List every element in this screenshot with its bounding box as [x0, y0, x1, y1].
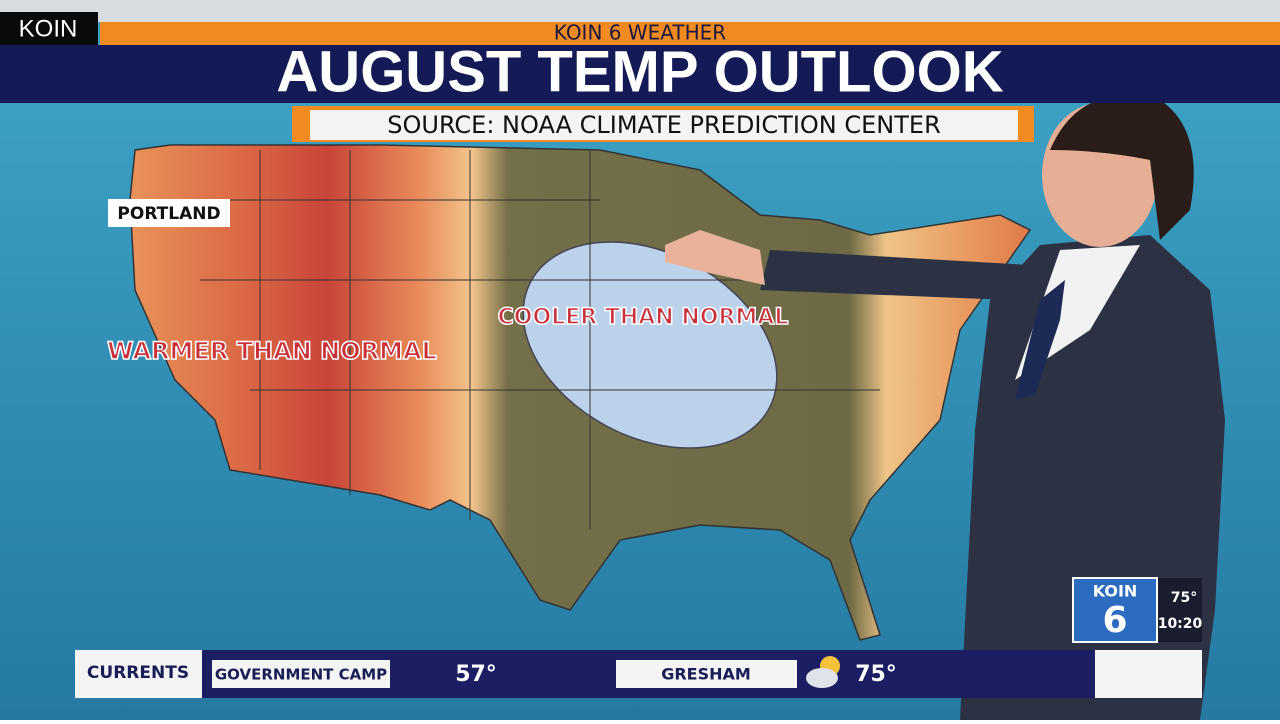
- temp: 75°: [855, 662, 897, 687]
- kicker: KOIN 6 WEATHER: [554, 21, 726, 45]
- logo-time: 10:20: [1158, 616, 1203, 632]
- logo-side: [1157, 578, 1202, 642]
- place: GOVERNMENT CAMP: [215, 666, 387, 684]
- bug-box: [0, 12, 98, 46]
- place-box: [212, 660, 390, 688]
- ticker-label: CURRENTS: [87, 663, 189, 683]
- logo-name: KOIN: [1093, 582, 1138, 601]
- cooler-label: COOLER THAN NORMAL: [498, 305, 789, 330]
- warmer-label: WARMER THAN NORMAL: [107, 337, 437, 365]
- bug: KOIN: [19, 15, 78, 42]
- kicker-bar: [100, 22, 1280, 45]
- weather-icon: [806, 656, 840, 688]
- source-box: [310, 110, 1018, 140]
- logo-box: [1072, 577, 1158, 643]
- title: AUGUST TEMP OUTLOOK: [276, 39, 1003, 104]
- logo-temp: 75°: [1171, 590, 1197, 606]
- place-box: [616, 660, 797, 688]
- title-bar: [0, 45, 1280, 103]
- source: SOURCE: NOAA CLIMATE PREDICTION CENTER: [387, 111, 941, 139]
- city-box: [108, 199, 230, 227]
- state-lines: [170, 150, 880, 530]
- city-label: PORTLAND: [117, 204, 220, 224]
- place: GRESHAM: [661, 665, 751, 684]
- top-strip: [0, 0, 1280, 22]
- temp: 57°: [455, 662, 497, 687]
- logo-channel: 6: [1102, 600, 1127, 641]
